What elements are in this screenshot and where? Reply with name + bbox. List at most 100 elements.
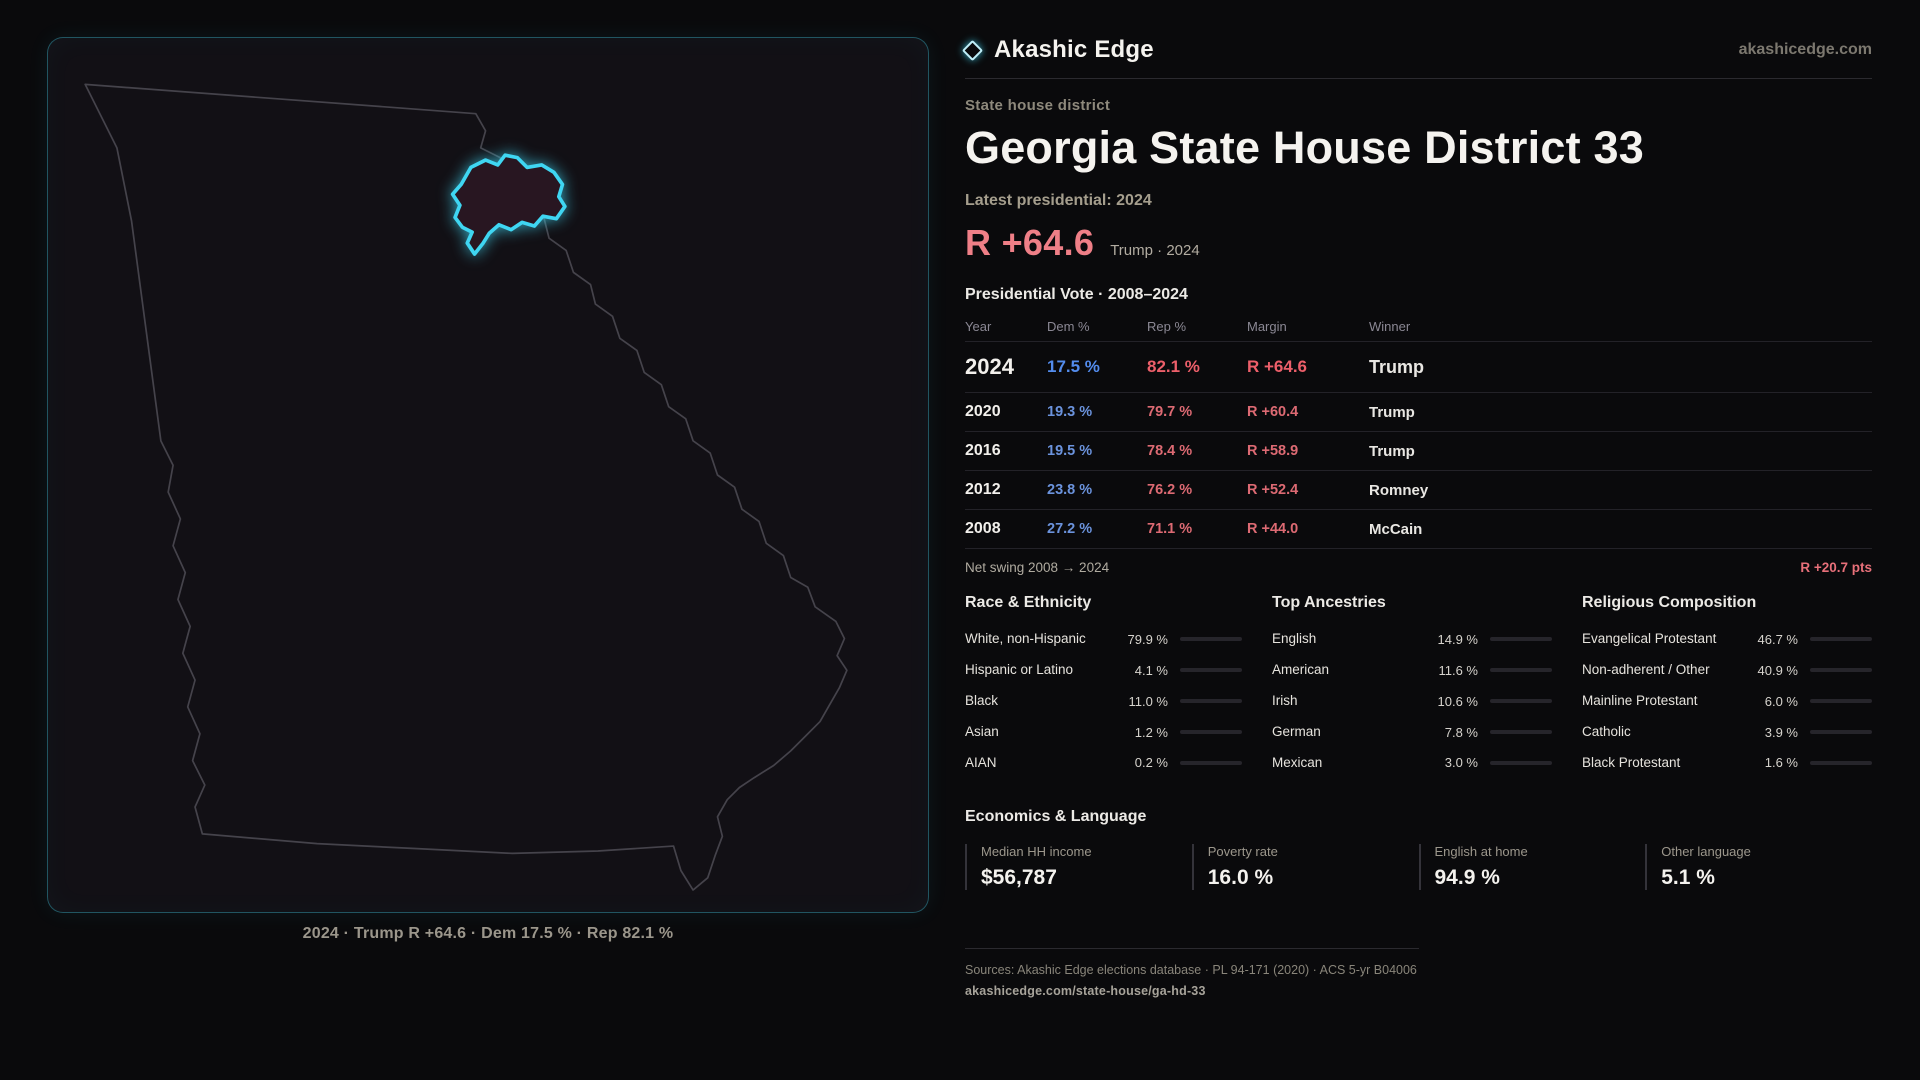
demo-label: Mainline Protestant <box>1582 692 1698 708</box>
footer-link[interactable]: akashicedge.com/state-house/ga-hd-33 <box>965 984 1206 999</box>
demo-label: Catholic <box>1582 723 1631 739</box>
table-row: 2020 19.3 % 79.7 % R +60.4 Trump <box>965 393 1872 432</box>
ancestries-column: Top Ancestries English 14.9 % American 1… <box>1272 594 1552 778</box>
demo-value: 3.0 % <box>1444 755 1478 771</box>
demo-row: Catholic 3.9 % <box>1582 717 1872 748</box>
stat-label: English at home <box>1434 844 1528 860</box>
demo-label: German <box>1272 723 1321 739</box>
demo-value: 1.6 % <box>1764 755 1798 771</box>
stat-label: Median HH income <box>981 844 1092 860</box>
diamond-logo-icon <box>961 39 984 61</box>
net-swing-row: Net swing 2008 → 2024 R +20.7 pts <box>965 549 1872 584</box>
demo-bar <box>1180 730 1242 735</box>
georgia-state-outline <box>84 83 848 891</box>
section-title: Race & Ethnicity <box>965 594 1092 611</box>
demo-label: American <box>1272 661 1330 677</box>
stat-poverty-rate: Poverty rate 16.0 % <box>1191 844 1419 891</box>
demo-bar <box>1490 730 1552 735</box>
map-caption: 2024 · Trump R +64.6 · Dem 17.5 % · Rep … <box>302 925 674 942</box>
col-header-margin: Margin <box>1247 319 1287 334</box>
latest-presidential-label: Latest presidential: 2024 <box>965 192 1152 209</box>
district-kicker: State house district <box>965 97 1111 114</box>
demo-bar <box>1490 637 1552 642</box>
map-panel <box>47 37 929 913</box>
demo-row: Mexican 3.0 % <box>1272 748 1552 779</box>
col-header-winner: Winner <box>1369 319 1411 334</box>
demo-row: American 11.6 % <box>1272 655 1552 686</box>
cell-rep: 71.1 % <box>1147 521 1193 537</box>
margin-context: Trump · 2024 <box>1110 242 1200 259</box>
cell-margin: R +58.9 <box>1247 443 1299 459</box>
header-divider <box>965 78 1872 79</box>
race-ethnicity-column: Race & Ethnicity White, non-Hispanic 79.… <box>965 594 1242 778</box>
stat-value: $56,787 <box>981 866 1057 890</box>
district-33-shape <box>450 153 567 256</box>
cell-margin: R +44.0 <box>1247 521 1299 537</box>
demo-label: Non-adherent / Other <box>1582 661 1710 677</box>
stat-english-at-home: English at home 94.9 % <box>1418 844 1646 891</box>
demo-bar <box>1810 760 1872 765</box>
demo-row: Irish 10.6 % <box>1272 686 1552 717</box>
cell-margin: R +52.4 <box>1247 482 1299 498</box>
religion-column: Religious Composition Evangelical Protes… <box>1582 594 1872 778</box>
cell-dem: 23.8 % <box>1047 482 1093 498</box>
demo-label: English <box>1272 631 1317 646</box>
demo-bar <box>1810 668 1872 673</box>
demo-row: Evangelical Protestant 46.7 % <box>1582 624 1872 655</box>
demo-row: Asian 1.2 % <box>965 717 1242 748</box>
stat-other-language: Other language 5.1 % <box>1645 844 1872 891</box>
table-row: 2012 23.8 % 76.2 % R +52.4 Romney <box>965 471 1872 510</box>
economics-stats: Median HH income $56,787 Poverty rate 16… <box>965 844 1872 891</box>
site-link[interactable]: akashicedge.com <box>1738 41 1872 58</box>
demo-label: Black Protestant <box>1582 754 1681 770</box>
demo-bar <box>1810 699 1872 704</box>
demo-bar <box>1180 668 1242 673</box>
footer: Sources: Akashic Edge elections database… <box>965 948 1872 998</box>
demo-label: Black <box>965 692 999 708</box>
cell-winner: Romney <box>1369 481 1429 499</box>
sources-text: Sources: Akashic Edge elections database… <box>965 963 1417 978</box>
section-title: Top Ancestries <box>1272 594 1386 611</box>
margin-value: R +64.6 <box>965 222 1095 263</box>
demo-label: Evangelical Protestant <box>1582 631 1717 646</box>
demo-label: Mexican <box>1272 754 1323 770</box>
brand-lockup[interactable]: Akashic Edge <box>961 36 1154 64</box>
demo-bar <box>1810 637 1872 642</box>
demo-value: 46.7 % <box>1757 631 1798 647</box>
table-header-row: Year Dem % Rep % Margin Winner <box>965 312 1872 342</box>
demo-value: 40.9 % <box>1757 662 1798 678</box>
demo-bar <box>1490 760 1552 765</box>
demo-value: 3.9 % <box>1764 724 1798 740</box>
demo-row: Mainline Protestant 6.0 % <box>1582 686 1872 717</box>
stat-label: Other language <box>1661 844 1751 860</box>
cell-year: 2012 <box>965 481 1001 498</box>
cell-winner: Trump <box>1369 356 1425 377</box>
table-row: 2024 17.5 % 82.1 % R +64.6 Trump <box>965 342 1872 393</box>
demo-label: Asian <box>965 723 999 739</box>
demo-value: 4.1 % <box>1134 662 1168 678</box>
georgia-map <box>84 83 848 891</box>
demo-label: Irish <box>1272 692 1298 708</box>
stat-median-income: Median HH income $56,787 <box>965 844 1192 891</box>
page-title: Georgia State House District 33 <box>965 122 1644 173</box>
demo-value: 11.6 % <box>1438 662 1478 678</box>
demo-label: White, non-Hispanic <box>965 631 1086 646</box>
headline-margin: R +64.6 Trump · 2024 <box>965 222 1872 264</box>
stat-value: 94.9 % <box>1434 866 1500 890</box>
cell-rep: 82.1 % <box>1147 357 1200 376</box>
demo-bar <box>1490 668 1552 673</box>
cell-year: 2008 <box>965 520 1001 537</box>
presidential-vote-table: Year Dem % Rep % Margin Winner 2024 17.5… <box>965 312 1872 549</box>
cell-dem: 27.2 % <box>1047 521 1093 537</box>
cell-winner: McCain <box>1369 520 1423 538</box>
vote-table-title: Presidential Vote · 2008–2024 <box>965 286 1188 303</box>
demo-value: 6.0 % <box>1764 693 1798 709</box>
col-header-rep: Rep % <box>1147 319 1187 334</box>
demo-value: 11.0 % <box>1128 693 1168 709</box>
cell-dem: 17.5 % <box>1047 357 1100 376</box>
cell-winner: Trump <box>1369 442 1415 460</box>
cell-year: 2024 <box>965 354 1014 379</box>
stat-value: 5.1 % <box>1661 866 1715 890</box>
net-swing-value: R +20.7 pts <box>1800 560 1872 575</box>
cell-year: 2016 <box>965 442 1001 459</box>
